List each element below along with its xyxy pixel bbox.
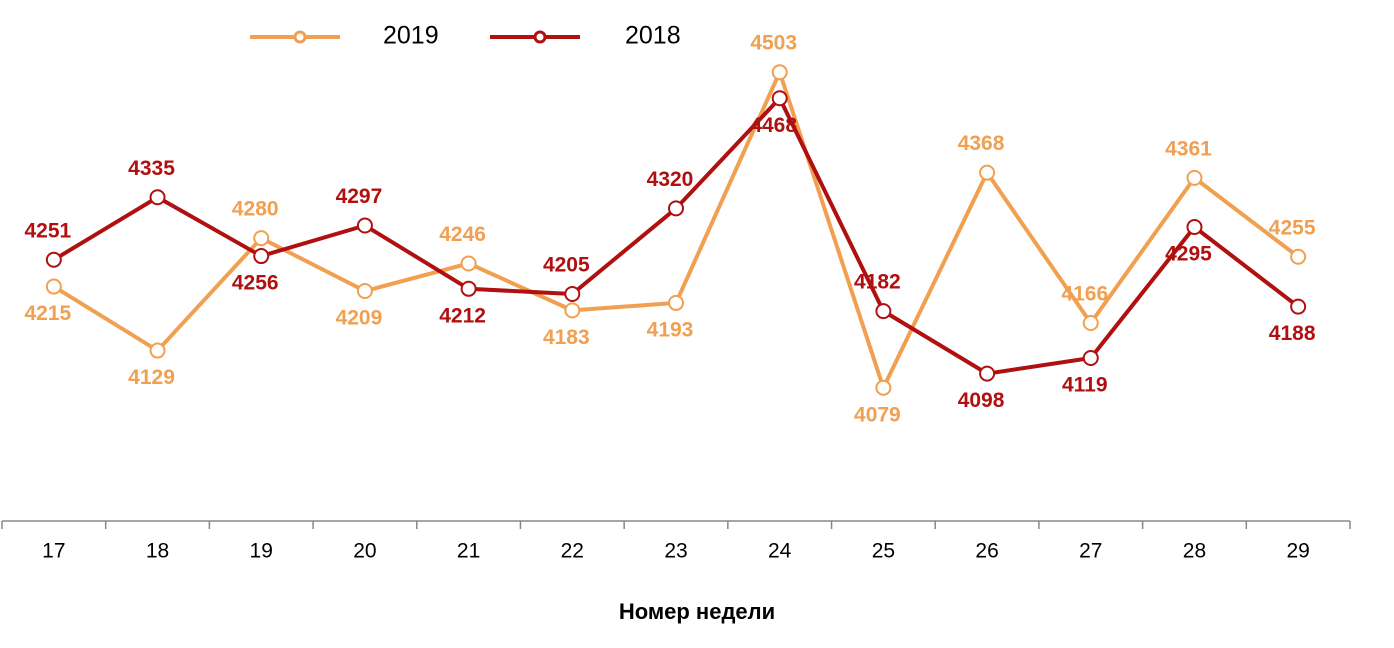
x-tick-label: 21 <box>457 540 480 563</box>
data-label: 4468 <box>750 114 797 137</box>
point <box>771 90 788 107</box>
data-label: 4246 <box>439 223 486 246</box>
data-label: 4079 <box>854 403 901 426</box>
x-tick-label: 24 <box>768 540 792 563</box>
legend-marker <box>293 30 307 44</box>
x-tick-label: 26 <box>975 540 998 563</box>
point <box>253 248 270 265</box>
point <box>668 200 684 217</box>
point <box>1186 169 1203 186</box>
point <box>253 230 270 247</box>
point <box>1290 298 1307 315</box>
data-label: 4182 <box>854 271 901 294</box>
data-label: 4295 <box>1165 243 1212 266</box>
x-tick-label: 17 <box>42 540 65 563</box>
point <box>1082 315 1099 332</box>
point <box>149 342 166 359</box>
data-label: 4320 <box>647 168 694 191</box>
point <box>771 64 788 81</box>
data-label: 4183 <box>543 326 590 349</box>
legend-label: 2019 <box>383 22 439 50</box>
data-label: 4166 <box>1061 283 1108 306</box>
point <box>564 285 581 302</box>
data-label: 4209 <box>336 307 383 330</box>
legend-marker <box>533 30 547 44</box>
point <box>979 365 996 382</box>
data-label: 4212 <box>439 304 486 327</box>
data-label: 4280 <box>232 198 279 221</box>
x-tick-label: 29 <box>1286 540 1309 563</box>
data-label: 4297 <box>336 185 383 208</box>
point <box>875 379 892 396</box>
data-label: 4215 <box>24 302 71 325</box>
data-label: 4361 <box>1165 137 1212 160</box>
x-tick-label: 19 <box>250 540 273 563</box>
x-tick-label: 23 <box>664 540 687 563</box>
data-label: 4188 <box>1269 322 1316 345</box>
x-tick-label: 18 <box>146 540 169 563</box>
data-label: 4368 <box>958 132 1005 155</box>
data-label: 4098 <box>958 389 1005 412</box>
point <box>875 303 892 320</box>
point <box>460 255 477 272</box>
point <box>1290 248 1307 265</box>
point <box>45 278 62 295</box>
data-label: 4503 <box>750 32 797 55</box>
data-label: 4119 <box>1062 374 1108 397</box>
x-axis-title: Номер недели <box>619 599 775 624</box>
point <box>979 164 996 181</box>
point <box>45 251 62 268</box>
data-label: 4193 <box>647 318 694 341</box>
legend-label: 2018 <box>625 22 681 50</box>
point <box>460 280 477 297</box>
data-label: 4255 <box>1269 216 1316 239</box>
x-tick-label: 20 <box>353 540 376 563</box>
point <box>356 283 373 300</box>
data-label: 4256 <box>232 272 279 295</box>
point <box>564 302 581 319</box>
x-tick-label: 22 <box>561 540 584 563</box>
point <box>356 217 373 234</box>
x-tick-label: 25 <box>872 540 895 563</box>
data-label: 4129 <box>128 366 175 389</box>
point <box>668 294 684 311</box>
x-tick-label: 28 <box>1183 540 1206 563</box>
point <box>1082 350 1099 367</box>
data-label: 4251 <box>24 219 71 242</box>
point <box>1186 219 1203 236</box>
data-label: 4205 <box>543 254 590 277</box>
x-tick-label: 27 <box>1079 540 1102 563</box>
data-label: 4335 <box>128 157 175 180</box>
point <box>149 189 166 206</box>
